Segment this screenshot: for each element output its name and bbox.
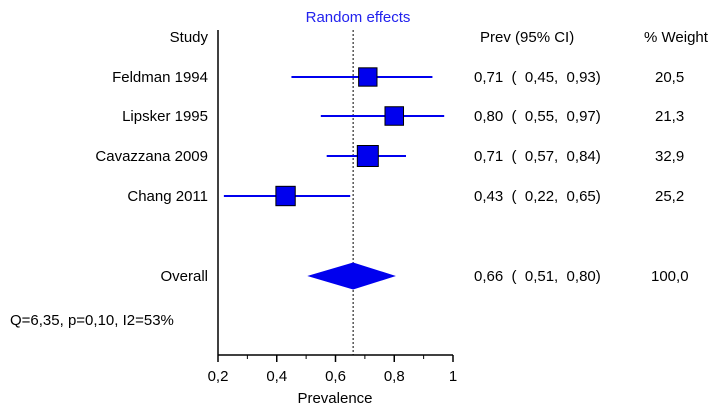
point-estimate-marker [358, 67, 378, 87]
chart-title: Random effects [306, 9, 411, 26]
x-tick-label: 0,4 [266, 368, 287, 385]
weight-column-header: % Weight [644, 29, 709, 46]
study-row: Cavazzana 2009 0,71 ( 0,57, 0,84) 32,9 [95, 145, 684, 167]
study-row: Lipsker 1995 0,80 ( 0,55, 0,97) 21,3 [122, 106, 684, 126]
point-estimate-marker [384, 106, 405, 126]
x-tick-label: 0,6 [325, 368, 346, 385]
ci-value: 0,43 ( 0,22, 0,65) [474, 188, 601, 205]
study-name: Cavazzana 2009 [95, 148, 208, 165]
point-estimate-marker [275, 185, 296, 207]
study-rows: Feldman 1994 0,71 ( 0,45, 0,93) 20,5 Lipske… [95, 67, 684, 207]
study-name: Feldman 1994 [112, 69, 208, 86]
weight-value: 32,9 [655, 148, 684, 165]
ci-value: 0,80 ( 0,55, 0,97) [474, 108, 601, 125]
weight-value: 25,2 [655, 188, 684, 205]
overall-label: Overall [160, 268, 208, 285]
x-tick-label: 0,2 [208, 368, 229, 385]
ci-value: 0,71 ( 0,45, 0,93) [474, 69, 601, 86]
x-axis-ticks: 0,2 0,4 0,6 0,8 1 [208, 355, 457, 385]
heterogeneity-stats: Q=6,35, p=0,10, I2=53% [10, 312, 174, 329]
study-name: Chang 2011 [127, 188, 208, 205]
overall-ci-value: 0,66 ( 0,51, 0,80) [474, 268, 601, 285]
study-name: Lipsker 1995 [122, 108, 208, 125]
overall-diamond [307, 262, 396, 290]
x-axis-label: Prevalence [297, 390, 372, 407]
ci-value: 0,71 ( 0,57, 0,84) [474, 148, 601, 165]
ci-column-header: Prev (95% CI) [480, 29, 574, 46]
study-row: Chang 2011 0,43 ( 0,22, 0,65) 25,2 [127, 185, 684, 207]
point-estimate-marker [356, 145, 379, 167]
study-column-header: Study [170, 29, 209, 46]
study-row: Feldman 1994 0,71 ( 0,45, 0,93) 20,5 [112, 67, 684, 87]
weight-value: 20,5 [655, 69, 684, 86]
overall-weight-value: 100,0 [651, 268, 689, 285]
x-tick-label: 1 [449, 368, 457, 385]
weight-value: 21,3 [655, 108, 684, 125]
x-tick-label: 0,8 [384, 368, 405, 385]
overall-row: Overall 0,66 ( 0,51, 0,80) 100,0 [160, 262, 689, 290]
